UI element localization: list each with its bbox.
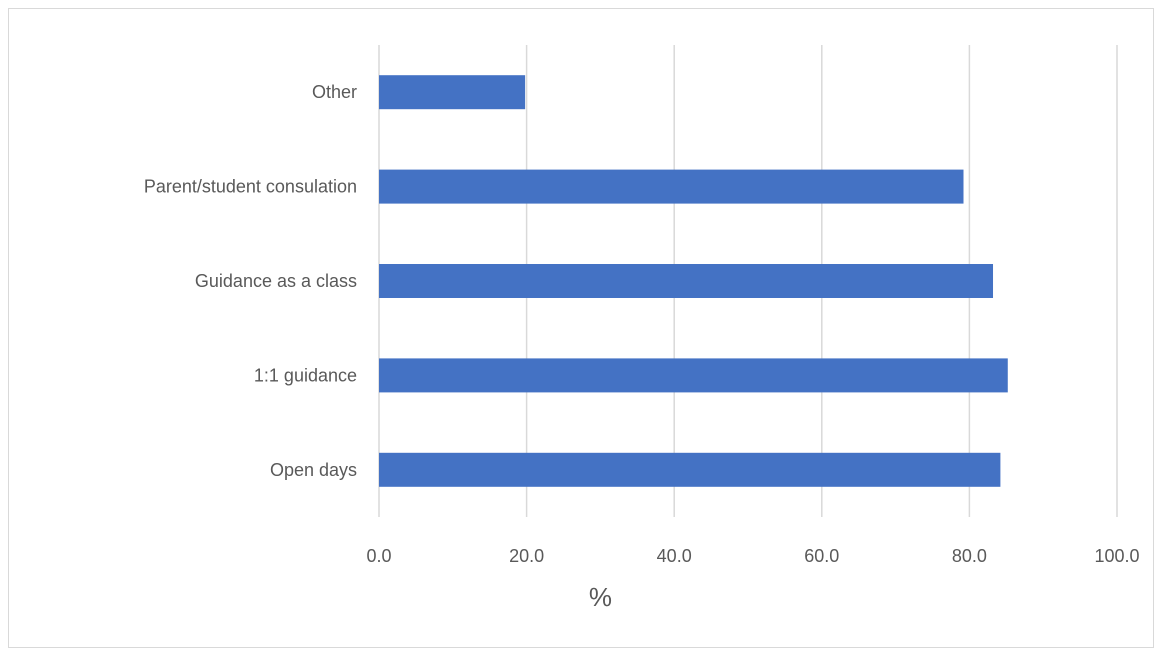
category-label: Guidance as a class xyxy=(195,271,357,291)
x-axis-title: % xyxy=(589,582,612,612)
category-label: Parent/student consulation xyxy=(144,177,357,197)
category-labels: Other Parent/student consulation Guidance … xyxy=(144,82,357,480)
x-tick-label: 0.0 xyxy=(366,546,391,566)
x-tick-labels: 0.0 20.0 40.0 60.0 80.0 100.0 xyxy=(366,546,1139,566)
bar xyxy=(379,264,994,298)
bar-chart: Other Parent/student consulation Guidance … xyxy=(144,45,1140,612)
x-tick-label: 20.0 xyxy=(509,546,544,566)
bar xyxy=(379,358,1008,393)
category-label: Open days xyxy=(270,460,357,480)
bar xyxy=(379,169,964,204)
x-tick-label: 80.0 xyxy=(952,546,987,566)
x-tick-label: 60.0 xyxy=(804,546,839,566)
chart-area xyxy=(8,8,1154,648)
bar xyxy=(379,452,1001,487)
category-label: 1:1 guidance xyxy=(254,365,357,385)
bar xyxy=(379,75,526,110)
bars xyxy=(379,75,1008,487)
category-label: Other xyxy=(312,82,357,102)
x-tick-label: 100.0 xyxy=(1094,546,1139,566)
x-tick-label: 40.0 xyxy=(657,546,692,566)
